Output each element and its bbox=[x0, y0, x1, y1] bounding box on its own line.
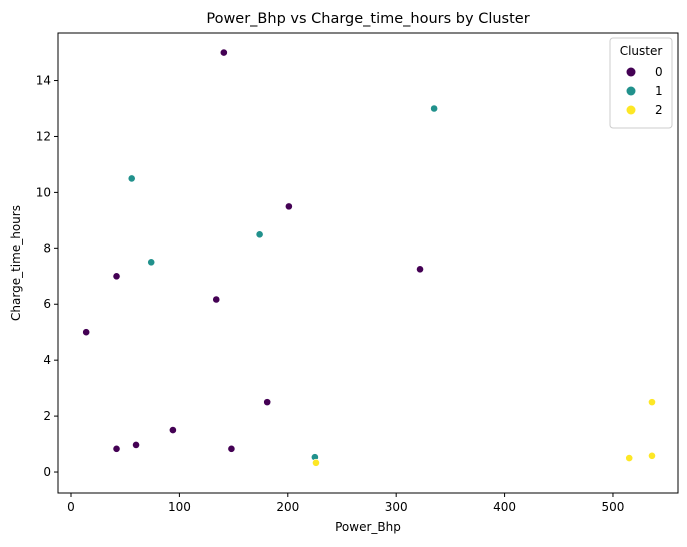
x-tick-label: 200 bbox=[276, 500, 299, 514]
legend-label-1: 1 bbox=[655, 84, 663, 98]
data-point-cluster-0 bbox=[219, 48, 228, 57]
x-tick-label: 400 bbox=[493, 500, 516, 514]
data-point-cluster-0 bbox=[227, 444, 236, 453]
data-point-cluster-0 bbox=[284, 202, 293, 211]
legend-marker-2 bbox=[626, 105, 636, 115]
y-tick-label: 2 bbox=[43, 409, 51, 423]
x-axis: 0 100 200 300 400 500 bbox=[67, 493, 624, 514]
y-tick-label: 0 bbox=[43, 465, 51, 479]
y-tick-label: 10 bbox=[36, 185, 51, 199]
legend: Cluster 0 1 2 bbox=[609, 37, 673, 129]
chart-title: Power_Bhp vs Charge_time_hours by Cluste… bbox=[206, 11, 529, 27]
data-point-cluster-2 bbox=[625, 454, 634, 462]
x-tick-label: 0 bbox=[67, 500, 75, 514]
legend-marker-0 bbox=[626, 67, 636, 77]
data-point-cluster-2 bbox=[648, 398, 656, 407]
legend-box bbox=[609, 37, 673, 129]
plot-area bbox=[82, 48, 656, 467]
x-tick-label: 500 bbox=[602, 500, 625, 514]
y-tick-label: 14 bbox=[36, 74, 51, 88]
data-point-cluster-0 bbox=[263, 398, 272, 407]
legend-label-0: 0 bbox=[655, 65, 663, 79]
data-point-cluster-2 bbox=[648, 451, 656, 460]
data-point-cluster-2 bbox=[312, 458, 320, 467]
y-tick-label: 6 bbox=[43, 297, 51, 311]
y-axis-label: Charge_time_hours bbox=[9, 205, 23, 321]
data-point-cluster-1 bbox=[127, 174, 136, 183]
x-tick-label: 300 bbox=[385, 500, 408, 514]
data-point-cluster-0 bbox=[112, 272, 121, 281]
data-point-cluster-0 bbox=[132, 441, 140, 449]
data-point-cluster-0 bbox=[168, 426, 177, 434]
data-point-cluster-1 bbox=[147, 258, 156, 267]
legend-title: Cluster bbox=[620, 44, 663, 58]
legend-label-2: 2 bbox=[655, 103, 663, 117]
legend-marker-1 bbox=[626, 86, 636, 96]
data-point-cluster-0 bbox=[416, 265, 424, 274]
y-tick-label: 12 bbox=[36, 129, 51, 143]
data-point-cluster-0 bbox=[112, 444, 121, 453]
y-tick-label: 4 bbox=[43, 353, 51, 367]
data-point-cluster-0 bbox=[82, 328, 91, 337]
y-tick-label: 8 bbox=[43, 241, 51, 255]
x-tick-label: 100 bbox=[168, 500, 191, 514]
data-point-cluster-1 bbox=[430, 104, 439, 113]
y-axis: 0 2 4 6 8 10 12 14 bbox=[36, 74, 58, 479]
x-axis-label: Power_Bhp bbox=[335, 520, 401, 534]
data-point-cluster-1 bbox=[255, 230, 264, 239]
data-point-cluster-0 bbox=[212, 295, 221, 304]
plot-frame bbox=[57, 32, 679, 494]
